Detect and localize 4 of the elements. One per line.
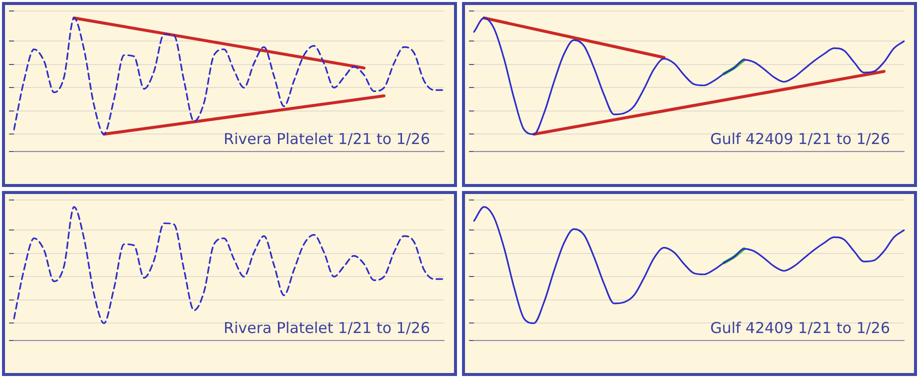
annotation: Gulf 42409 1/21 to 1/26 (710, 319, 890, 337)
annotation: Gulf 42409 1/21 to 1/26 (710, 130, 890, 148)
annotation: Rivera Platelet 1/21 to 1/26 (224, 130, 430, 148)
annotation: Rivera Platelet 1/21 to 1/26 (224, 319, 430, 337)
